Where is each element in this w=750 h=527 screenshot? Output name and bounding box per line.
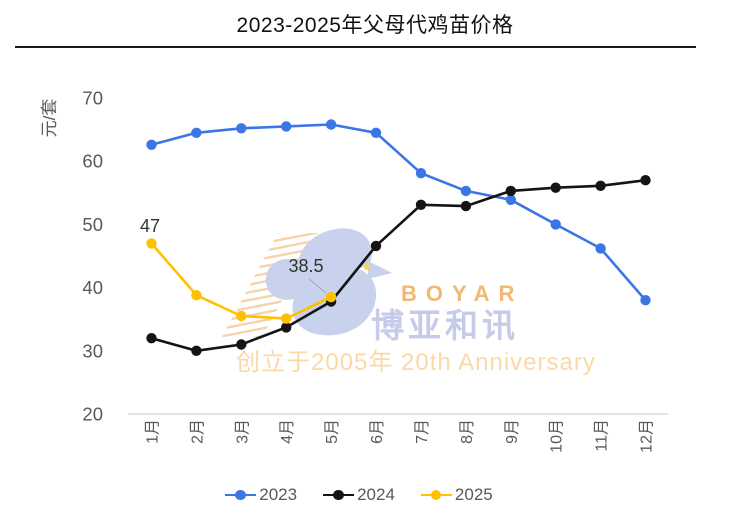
- data-point-2024-12月: [640, 175, 651, 186]
- data-point-2024-3月: [236, 339, 247, 350]
- data-point-2023-1月: [146, 139, 157, 150]
- y-axis-tick-labels: 20 30 40 50 60 70: [82, 88, 103, 425]
- legend-label: 2024: [357, 485, 395, 504]
- data-point-2023-11月: [595, 243, 606, 254]
- series-2023: [146, 119, 651, 306]
- data-point-2023-2月: [191, 127, 202, 138]
- data-point-2024-9月: [505, 185, 516, 197]
- data-point-2024-6月: [370, 240, 382, 252]
- series-2024: [146, 175, 651, 356]
- title-divider: [15, 46, 696, 48]
- x-tick-label: 6月: [369, 419, 386, 444]
- data-point-2023-5月: [325, 119, 337, 130]
- data-point-2024-1月: [146, 333, 157, 344]
- data-point-2024-2月: [191, 345, 202, 356]
- annotation-label-38.5: 38.5: [288, 256, 323, 276]
- x-tick-label: 12月: [639, 419, 656, 453]
- data-point-2023-7月: [415, 168, 427, 179]
- data-point-2024-7月: [415, 199, 427, 210]
- legend-marker-dot: [235, 489, 246, 501]
- legend-item-2025: 2025: [420, 485, 493, 505]
- data-point-2025-5月: [325, 291, 337, 303]
- series-line-2025: [150, 242, 333, 320]
- data-point-2025-2月: [191, 290, 202, 301]
- data-point-2023-9月: [505, 194, 516, 205]
- legend-marker-dot: [430, 489, 442, 501]
- data-point-2024-11月: [595, 180, 606, 191]
- x-tick-label: 7月: [414, 419, 431, 444]
- data-point-2024-8月: [460, 200, 472, 212]
- data-point-2024-10月: [550, 182, 561, 193]
- legend-label: 2025: [454, 485, 493, 504]
- x-tick-label: 5月: [324, 419, 341, 444]
- y-tick-label: 40: [82, 277, 103, 298]
- legend-marker-line: [225, 489, 257, 501]
- data-point-2023-4月: [281, 121, 292, 132]
- x-tick-label: 9月: [504, 419, 521, 444]
- x-tick-label: 11月: [594, 419, 611, 452]
- y-axis-title: 元/套: [40, 99, 59, 138]
- y-tick-label: 60: [82, 151, 103, 172]
- chart-legend: 2023 2024 2025: [0, 485, 734, 505]
- data-point-2025-1月: [146, 238, 157, 249]
- data-point-2025-3月: [236, 310, 247, 322]
- data-point-2023-6月: [370, 127, 382, 138]
- x-axis-tick-labels: 1月 2月 3月 4月 5月 6月 7月 8月 9月 10月 11月 12月: [145, 419, 656, 453]
- series-line-2023: [150, 123, 647, 302]
- x-tick-label: 10月: [549, 419, 566, 453]
- chart-title: 2023-2025年父母代鸡苗价格: [236, 14, 514, 37]
- series-line-2024: [150, 178, 647, 353]
- legend-marker-line: [420, 489, 452, 501]
- legend-marker-line: [323, 489, 355, 501]
- legend-marker-dot: [333, 489, 344, 501]
- series-2025: [146, 238, 337, 324]
- y-tick-label: 20: [82, 404, 103, 425]
- y-tick-label: 30: [82, 340, 103, 361]
- y-tick-label: 70: [82, 88, 103, 109]
- x-tick-label: 8月: [459, 419, 476, 444]
- data-point-2023-8月: [460, 185, 472, 197]
- legend-item-2024: 2024: [323, 485, 395, 505]
- annotation-leader-line: [308, 278, 327, 294]
- x-tick-label: 4月: [279, 419, 296, 444]
- x-tick-label: 2月: [189, 419, 206, 444]
- x-tick-label: 1月: [145, 419, 162, 444]
- data-point-2023-12月: [640, 295, 651, 306]
- data-point-2023-10月: [550, 219, 561, 230]
- annotation-label-47: 47: [140, 216, 160, 236]
- legend-item-2023: 2023: [225, 485, 297, 505]
- y-tick-label: 50: [82, 214, 103, 235]
- data-point-2023-3月: [236, 123, 247, 134]
- data-label-annotations: 47 38.5: [140, 216, 327, 294]
- legend-label: 2023: [259, 485, 298, 504]
- data-point-2025-4月: [281, 313, 292, 324]
- x-tick-label: 3月: [234, 419, 251, 444]
